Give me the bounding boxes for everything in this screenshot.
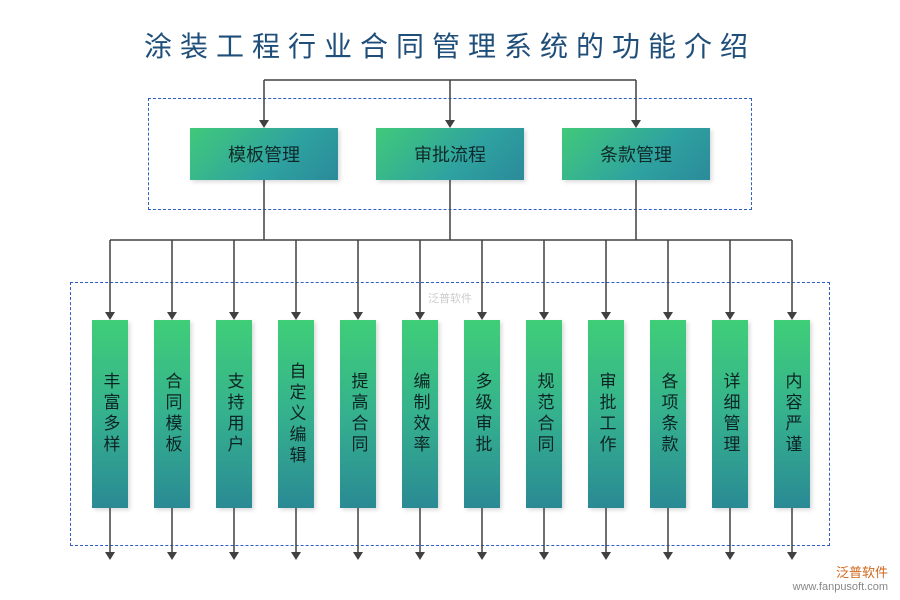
feature-col: 多级审批 bbox=[464, 320, 500, 508]
watermark-center: 泛普软件 bbox=[428, 290, 472, 306]
node-template-mgmt: 模板管理 bbox=[190, 128, 338, 180]
feature-col: 自定义编辑 bbox=[278, 320, 314, 508]
feature-col: 支持用户 bbox=[216, 320, 252, 508]
feature-col: 合同模板 bbox=[154, 320, 190, 508]
node-label: 条款管理 bbox=[600, 141, 672, 167]
feature-col: 详细管理 bbox=[712, 320, 748, 508]
page-title: 涂装工程行业合同管理系统的功能介绍 bbox=[0, 0, 900, 75]
watermark-url: www.fanpusoft.com bbox=[793, 581, 888, 593]
feature-col: 审批工作 bbox=[588, 320, 624, 508]
watermark: 泛普软件 www.fanpusoft.com bbox=[793, 565, 888, 594]
watermark-brand: 泛普软件 bbox=[836, 565, 888, 580]
node-approval-flow: 审批流程 bbox=[376, 128, 524, 180]
feature-col: 规范合同 bbox=[526, 320, 562, 508]
feature-col: 编制效率 bbox=[402, 320, 438, 508]
feature-col: 内容严谨 bbox=[774, 320, 810, 508]
feature-col: 丰富多样 bbox=[92, 320, 128, 508]
node-label: 审批流程 bbox=[414, 141, 486, 167]
feature-col: 提高合同 bbox=[340, 320, 376, 508]
feature-col: 各项条款 bbox=[650, 320, 686, 508]
node-label: 模板管理 bbox=[228, 141, 300, 167]
node-clause-mgmt: 条款管理 bbox=[562, 128, 710, 180]
